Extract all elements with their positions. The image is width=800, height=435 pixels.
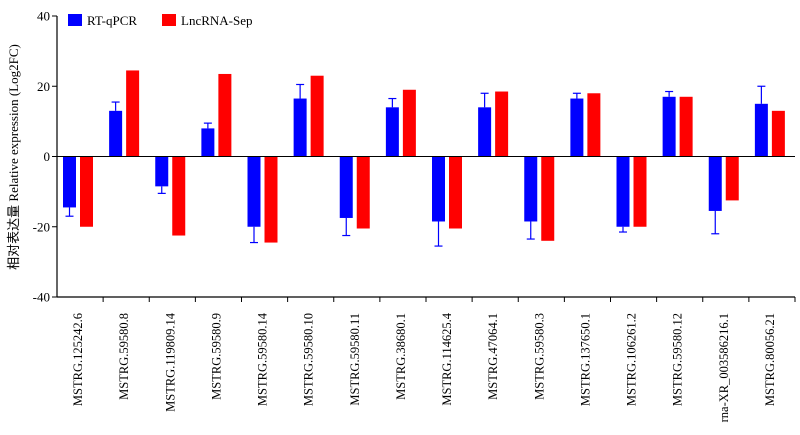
y-tick-label: 0 [44,149,51,164]
bar-rt-qpcr [247,156,261,227]
x-tick-label: MSTRG.59580.9 [209,313,223,400]
bar-rt-qpcr [339,156,353,218]
y-tick-label: -20 [33,219,50,234]
x-tick-label: MSTRG.59580.14 [256,312,270,406]
bar-lncrna-sep [80,156,93,227]
bar-rt-qpcr [616,156,630,227]
bar-rt-qpcr [63,156,76,208]
bar-rt-qpcr [478,107,492,157]
error-bars-group [65,83,766,247]
bar-rt-qpcr [524,156,538,222]
bar-lncrna-sep [172,156,186,236]
bar-rt-qpcr [109,110,123,157]
x-tick-label: MSTRG.80056.21 [763,313,777,406]
legend-label-rt-qpcr: RT-qPCR [87,13,137,28]
y-tick-label: -40 [33,290,50,305]
x-tick-label: MSTRG.59580.8 [117,313,131,400]
bar-lncrna-sep [587,93,601,157]
bar-lncrna-sep [126,70,140,157]
bar-rt-qpcr [201,128,215,157]
x-tick-label: MSTRG.47064.1 [486,313,500,400]
x-tick-label: MSTRG.59580.12 [671,313,685,406]
bar-lncrna-sep [449,156,462,229]
bar-lncrna-sep [541,156,555,241]
bar-rt-qpcr [293,98,307,157]
y-tick-label: 20 [37,79,50,94]
legend-label-lncrna-sep: LncRNA-Sep [181,13,253,28]
bar-rt-qpcr [155,156,169,187]
bar-lncrna-sep [402,89,416,157]
bar-rt-qpcr [385,107,399,157]
bar-lncrna-sep [218,73,232,157]
x-tick-label: rna-XR_003586216.1 [717,313,731,422]
legend: RT-qPCR LncRNA-Sep [68,13,253,28]
x-tick-label: MSTRG.59580.11 [348,313,362,406]
legend-swatch-lncrna-sep [162,14,176,26]
axes-group: -40 -20 0 20 40 MSTRG.125242.6 MSTRG.59580.8 MS… [33,9,796,422]
x-tick-label: MSTRG.114625.4 [440,312,454,405]
x-tick-label: MSTRG.59580.3 [532,313,546,400]
bar-lncrna-sep [310,75,324,157]
bar-lncrna-sep [495,91,509,157]
bar-rt-qpcr [432,156,445,222]
bar-rt-qpcr [570,98,584,157]
x-tick-label: MSTRG.125242.6 [71,313,85,406]
bar-rt-qpcr [754,103,768,157]
bar-lncrna-sep [356,156,370,229]
bar-lncrna-sep [679,96,693,157]
bars-group [63,70,785,243]
bar-lncrna-sep [771,110,785,157]
x-tick-label: MSTRG.106261.2 [625,313,639,406]
bar-rt-qpcr [708,156,722,211]
bar-rt-qpcr [662,96,676,157]
x-tick-label: MSTRG.59580.10 [302,313,316,406]
bar-lncrna-sep [633,156,647,227]
bar-lncrna-sep [264,156,278,243]
y-tick-label: 40 [37,9,50,24]
x-tick-label: MSTRG.137650.1 [578,313,592,406]
legend-swatch-rt-qpcr [68,14,82,26]
x-tick-label: MSTRG.119809.14 [163,312,177,412]
y-axis-label: 相对表达量 Relative expression (Log2FC) [6,44,21,270]
bar-lncrna-sep [725,156,739,201]
x-tick-label: MSTRG.38680.1 [394,313,408,400]
